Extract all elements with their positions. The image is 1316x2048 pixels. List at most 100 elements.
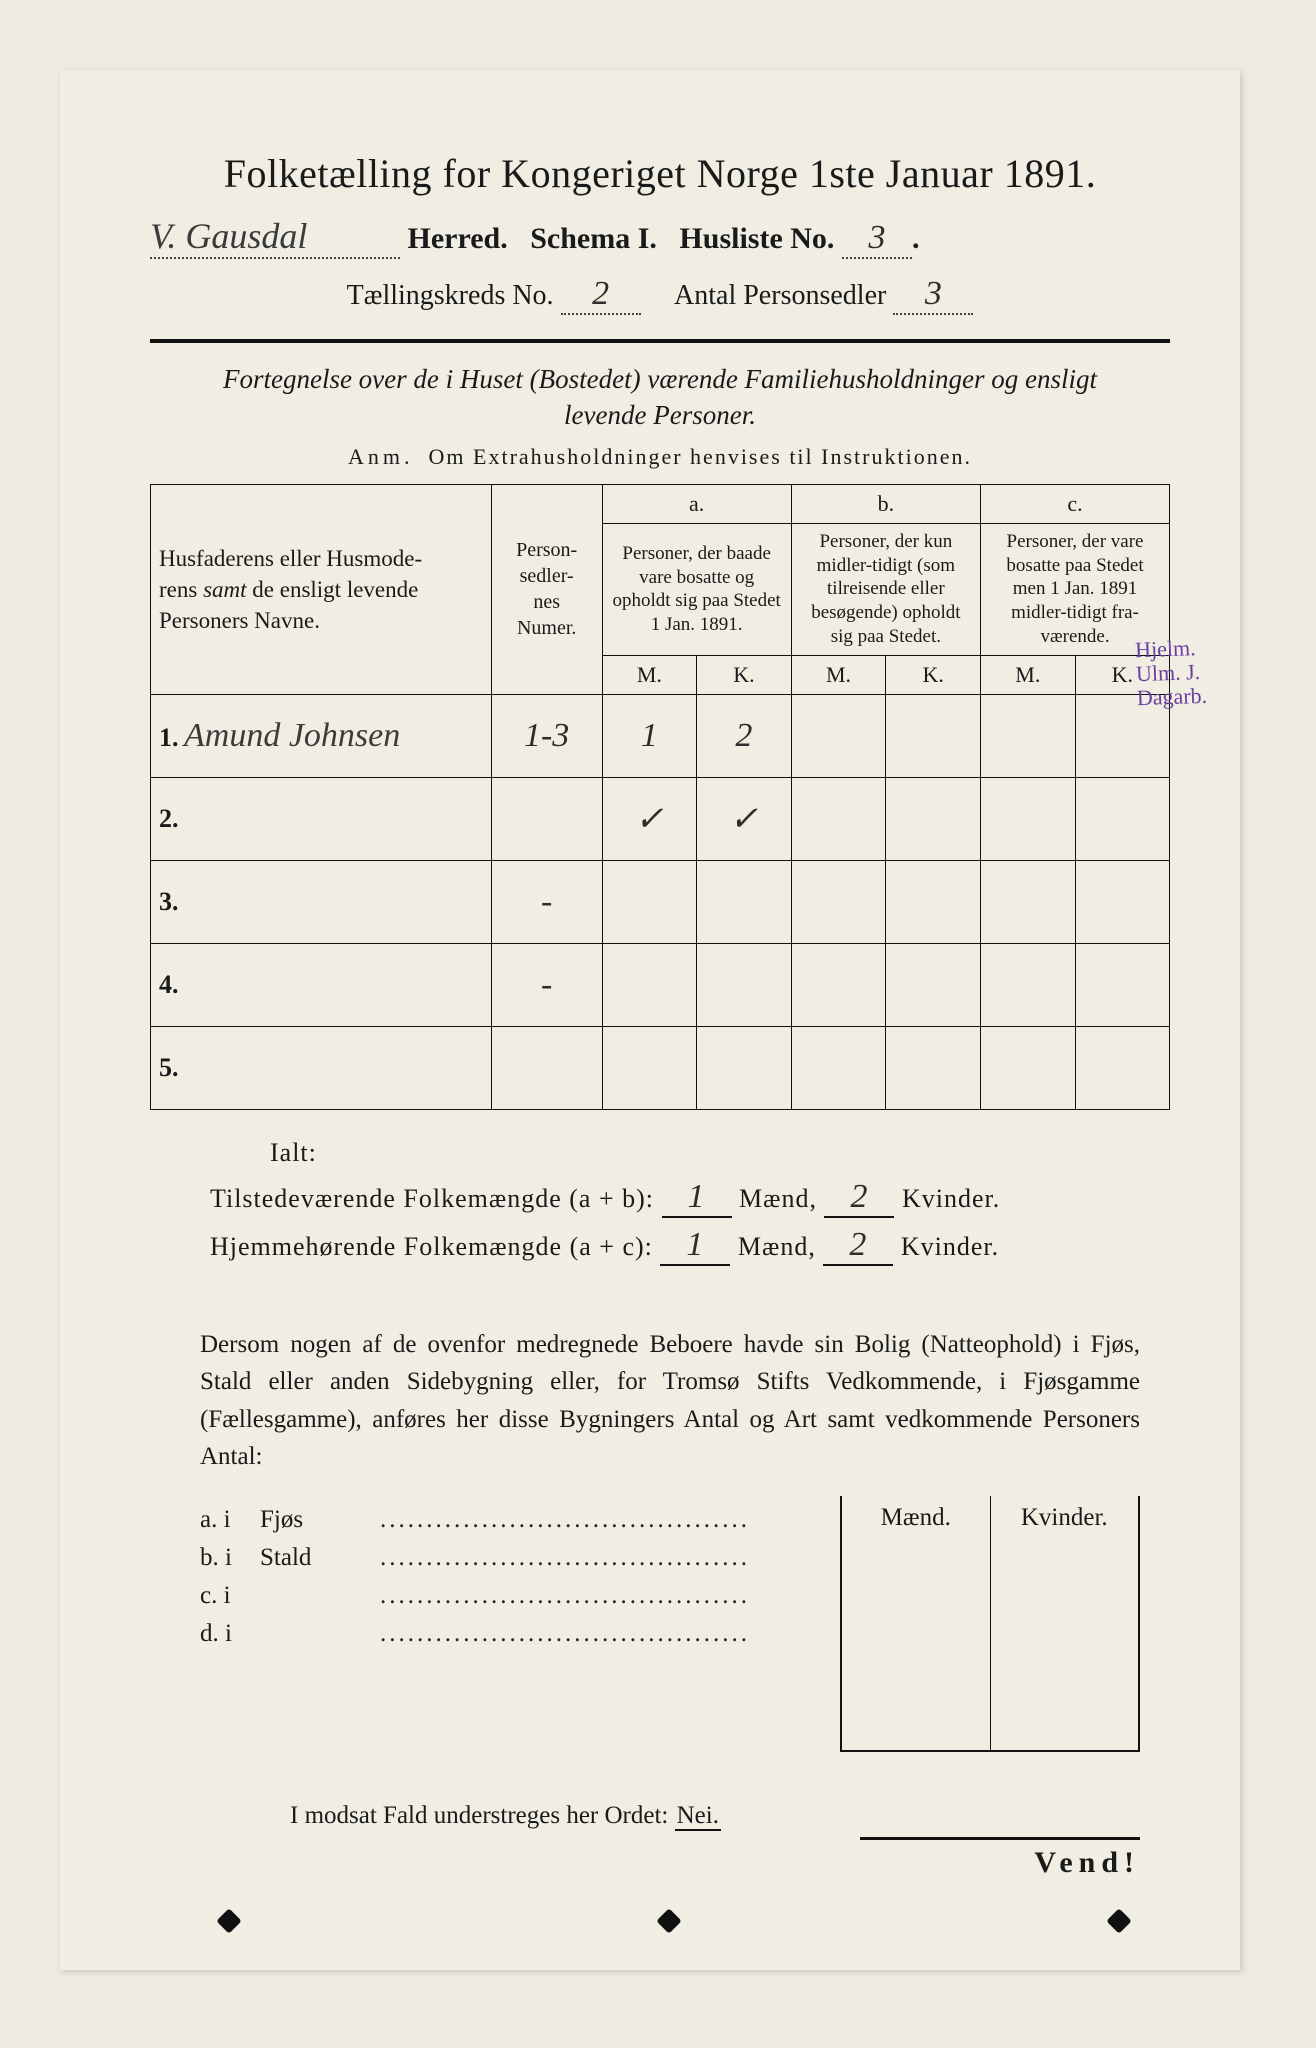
- row-b-k: [886, 860, 981, 943]
- row-num: [491, 777, 602, 860]
- side-row: b. iStald...............................…: [200, 1544, 840, 1572]
- row-a-m: [602, 943, 697, 1026]
- side-mk-block: Mænd. Kvinder.: [840, 1496, 1140, 1752]
- stamp-line-3: Dagarb.: [1136, 684, 1207, 711]
- row-a-m: 1: [602, 694, 697, 777]
- punch-hole: [656, 1908, 681, 1933]
- col-c-text: Personer, der vare bosatte paa Stedet me…: [981, 523, 1170, 655]
- sum1-m: 1: [688, 1178, 706, 1215]
- row-name-cell: 4.: [151, 943, 492, 1026]
- col-b-m: M.: [791, 655, 886, 694]
- row-b-k: [886, 777, 981, 860]
- side-head-k: Kvinder.: [991, 1496, 1139, 1540]
- husliste-label: Husliste No.: [679, 222, 834, 255]
- kreds-no: 2: [592, 275, 609, 312]
- anm-line: Anm. Om Extrahusholdninger henvises til …: [150, 444, 1170, 470]
- antal-no: 3: [925, 275, 942, 312]
- vend-label: Vend!: [1034, 1846, 1140, 1880]
- page-title: Folketælling for Kongeriget Norge 1ste J…: [150, 150, 1170, 197]
- husliste-no: 3: [868, 219, 885, 256]
- modsat-line: I modsat Fald understreges her Ordet: Ne…: [290, 1802, 1170, 1830]
- kreds-label: Tællingskreds No.: [347, 280, 554, 311]
- kvinder-label-2: Kvinder.: [901, 1232, 999, 1261]
- row-b-k: [886, 943, 981, 1026]
- sum2-label: Hjemmehørende Folkemængde (a + c):: [210, 1232, 653, 1261]
- bolig-paragraph: Dersom nogen af de ovenfor medregnede Be…: [200, 1326, 1140, 1476]
- row-c-k: [1075, 777, 1169, 860]
- herred-label: Herred.: [408, 222, 508, 255]
- punch-hole: [216, 1908, 241, 1933]
- row-num: -: [491, 860, 602, 943]
- col-b-tag: b.: [791, 484, 980, 523]
- sum-present: Tilstedeværende Folkemængde (a + b): 1 M…: [210, 1178, 1170, 1218]
- row-b-m: [791, 1026, 886, 1109]
- col-a-text: Personer, der baade vare bosatte og opho…: [602, 523, 791, 655]
- census-sheet: Folketælling for Kongeriget Norge 1ste J…: [60, 70, 1240, 1970]
- row-a-k: 2: [697, 694, 792, 777]
- sum1-k: 2: [850, 1178, 868, 1215]
- anm-label: Anm.: [348, 444, 414, 469]
- table-row: 1. Amund Johnsen1-312: [151, 694, 1170, 777]
- row-c-m: [981, 943, 1076, 1026]
- row-name-cell: 5.: [151, 1026, 492, 1109]
- row-num: -: [491, 943, 602, 1026]
- sum1-label: Tilstedeværende Folkemængde (a + b):: [210, 1184, 654, 1213]
- row-b-m: [791, 777, 886, 860]
- maend-label: Mænd,: [739, 1184, 817, 1213]
- col-c-m: M.: [981, 655, 1076, 694]
- side-rows: a. iFjøs................................…: [200, 1496, 840, 1752]
- row-a-k: ✓: [697, 777, 792, 860]
- row-c-k: [1075, 860, 1169, 943]
- side-mk-head: Mænd. Kvinder.: [840, 1496, 1140, 1540]
- row-a-k: [697, 860, 792, 943]
- row-b-m: [791, 943, 886, 1026]
- sum2-m: 1: [686, 1226, 704, 1263]
- row-b-m: [791, 860, 886, 943]
- col-num: Person-sedler-nesNumer.: [491, 484, 602, 694]
- household-table: Husfaderens eller Husmode-rens samt de e…: [150, 484, 1170, 1110]
- col-a-tag: a.: [602, 484, 791, 523]
- row-a-m: ✓: [602, 777, 697, 860]
- row-c-m: [981, 694, 1076, 777]
- nei-word: Nei.: [675, 1802, 721, 1831]
- sum2-k: 2: [849, 1226, 867, 1263]
- header-row-kreds: Tællingskreds No. 2 Antal Personsedler 3: [150, 275, 1170, 315]
- fortegnelse-text: Fortegnelse over de i Huset (Bostedet) v…: [210, 361, 1110, 434]
- kvinder-label: Kvinder.: [902, 1184, 1000, 1213]
- row-num: [491, 1026, 602, 1109]
- schema-label: Schema I.: [530, 222, 657, 255]
- header-row-herred: V. Gausdal Herred. Schema I. Husliste No…: [150, 215, 1170, 259]
- row-c-m: [981, 777, 1076, 860]
- side-building-table: a. iFjøs................................…: [200, 1496, 1140, 1752]
- row-a-m: [602, 860, 697, 943]
- row-b-m: [791, 694, 886, 777]
- side-row: a. iFjøs................................…: [200, 1506, 840, 1534]
- row-name-cell: 1. Amund Johnsen: [151, 694, 492, 777]
- row-a-m: [602, 1026, 697, 1109]
- col-names: Husfaderens eller Husmode-rens samt de e…: [151, 484, 492, 694]
- table-row: 3. -: [151, 860, 1170, 943]
- col-b-text: Personer, der kun midler-tidigt (som til…: [791, 523, 980, 655]
- maend-label-2: Mænd,: [738, 1232, 816, 1261]
- divider: [150, 339, 1170, 343]
- row-c-k: [1075, 943, 1169, 1026]
- antal-label: Antal Personsedler: [674, 280, 886, 311]
- row-name-cell: 2.: [151, 777, 492, 860]
- row-num: 1-3: [491, 694, 602, 777]
- modsat-text: I modsat Fald understreges her Ordet:: [290, 1802, 668, 1829]
- table-row: 5.: [151, 1026, 1170, 1109]
- row-b-k: [886, 694, 981, 777]
- side-row: c. i....................................…: [200, 1582, 840, 1610]
- col-b-k: K.: [886, 655, 981, 694]
- row-c-k: [1075, 1026, 1169, 1109]
- anm-text: Om Extrahusholdninger henvises til Instr…: [429, 444, 972, 469]
- table-row: 4. -: [151, 943, 1170, 1026]
- row-a-k: [697, 943, 792, 1026]
- vend-rule: [860, 1837, 1140, 1840]
- punch-hole: [1106, 1908, 1131, 1933]
- table-row: 2. ✓✓: [151, 777, 1170, 860]
- side-head-m: Mænd.: [842, 1496, 991, 1540]
- herred-value: V. Gausdal: [150, 216, 307, 256]
- row-name-cell: 3.: [151, 860, 492, 943]
- side-row: d. i....................................…: [200, 1620, 840, 1648]
